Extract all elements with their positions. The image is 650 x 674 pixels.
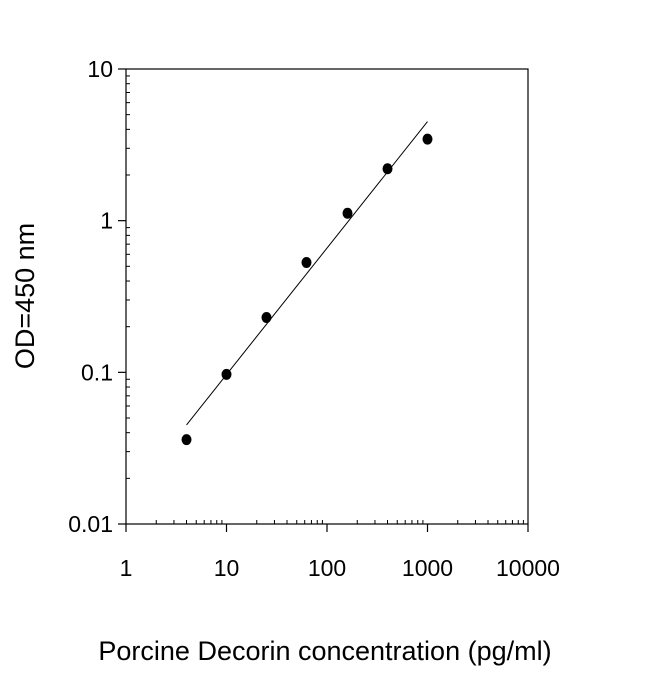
data-point [422,133,433,145]
y-tick-label: 10 [87,56,113,82]
y-tick-label: 1 [100,208,113,234]
x-tick-label: 1 [120,555,133,581]
y-tick-label: 0.1 [81,359,113,385]
data-point [221,368,232,380]
data-point [181,434,192,446]
data-point [261,311,272,323]
data-point [342,207,353,219]
x-tick-label: 10000 [496,555,560,581]
plot-frame [125,68,529,525]
y-axis-title: OD=450 nm [10,223,40,369]
x-axis-ticks: 1 10 100 1000 10000 [120,520,560,581]
x-tick-label: 10 [214,555,240,581]
data-points [181,133,433,446]
data-point [382,163,393,175]
x-tick-label: 1000 [402,555,453,581]
data-point [301,256,312,268]
y-tick-label: 0.01 [68,511,113,537]
x-tick-label: 100 [308,555,346,581]
y-axis-ticks: 10 1 0.1 0.01 [68,56,130,537]
x-axis-title: Porcine Decorin concentration (pg/ml) [98,636,551,666]
